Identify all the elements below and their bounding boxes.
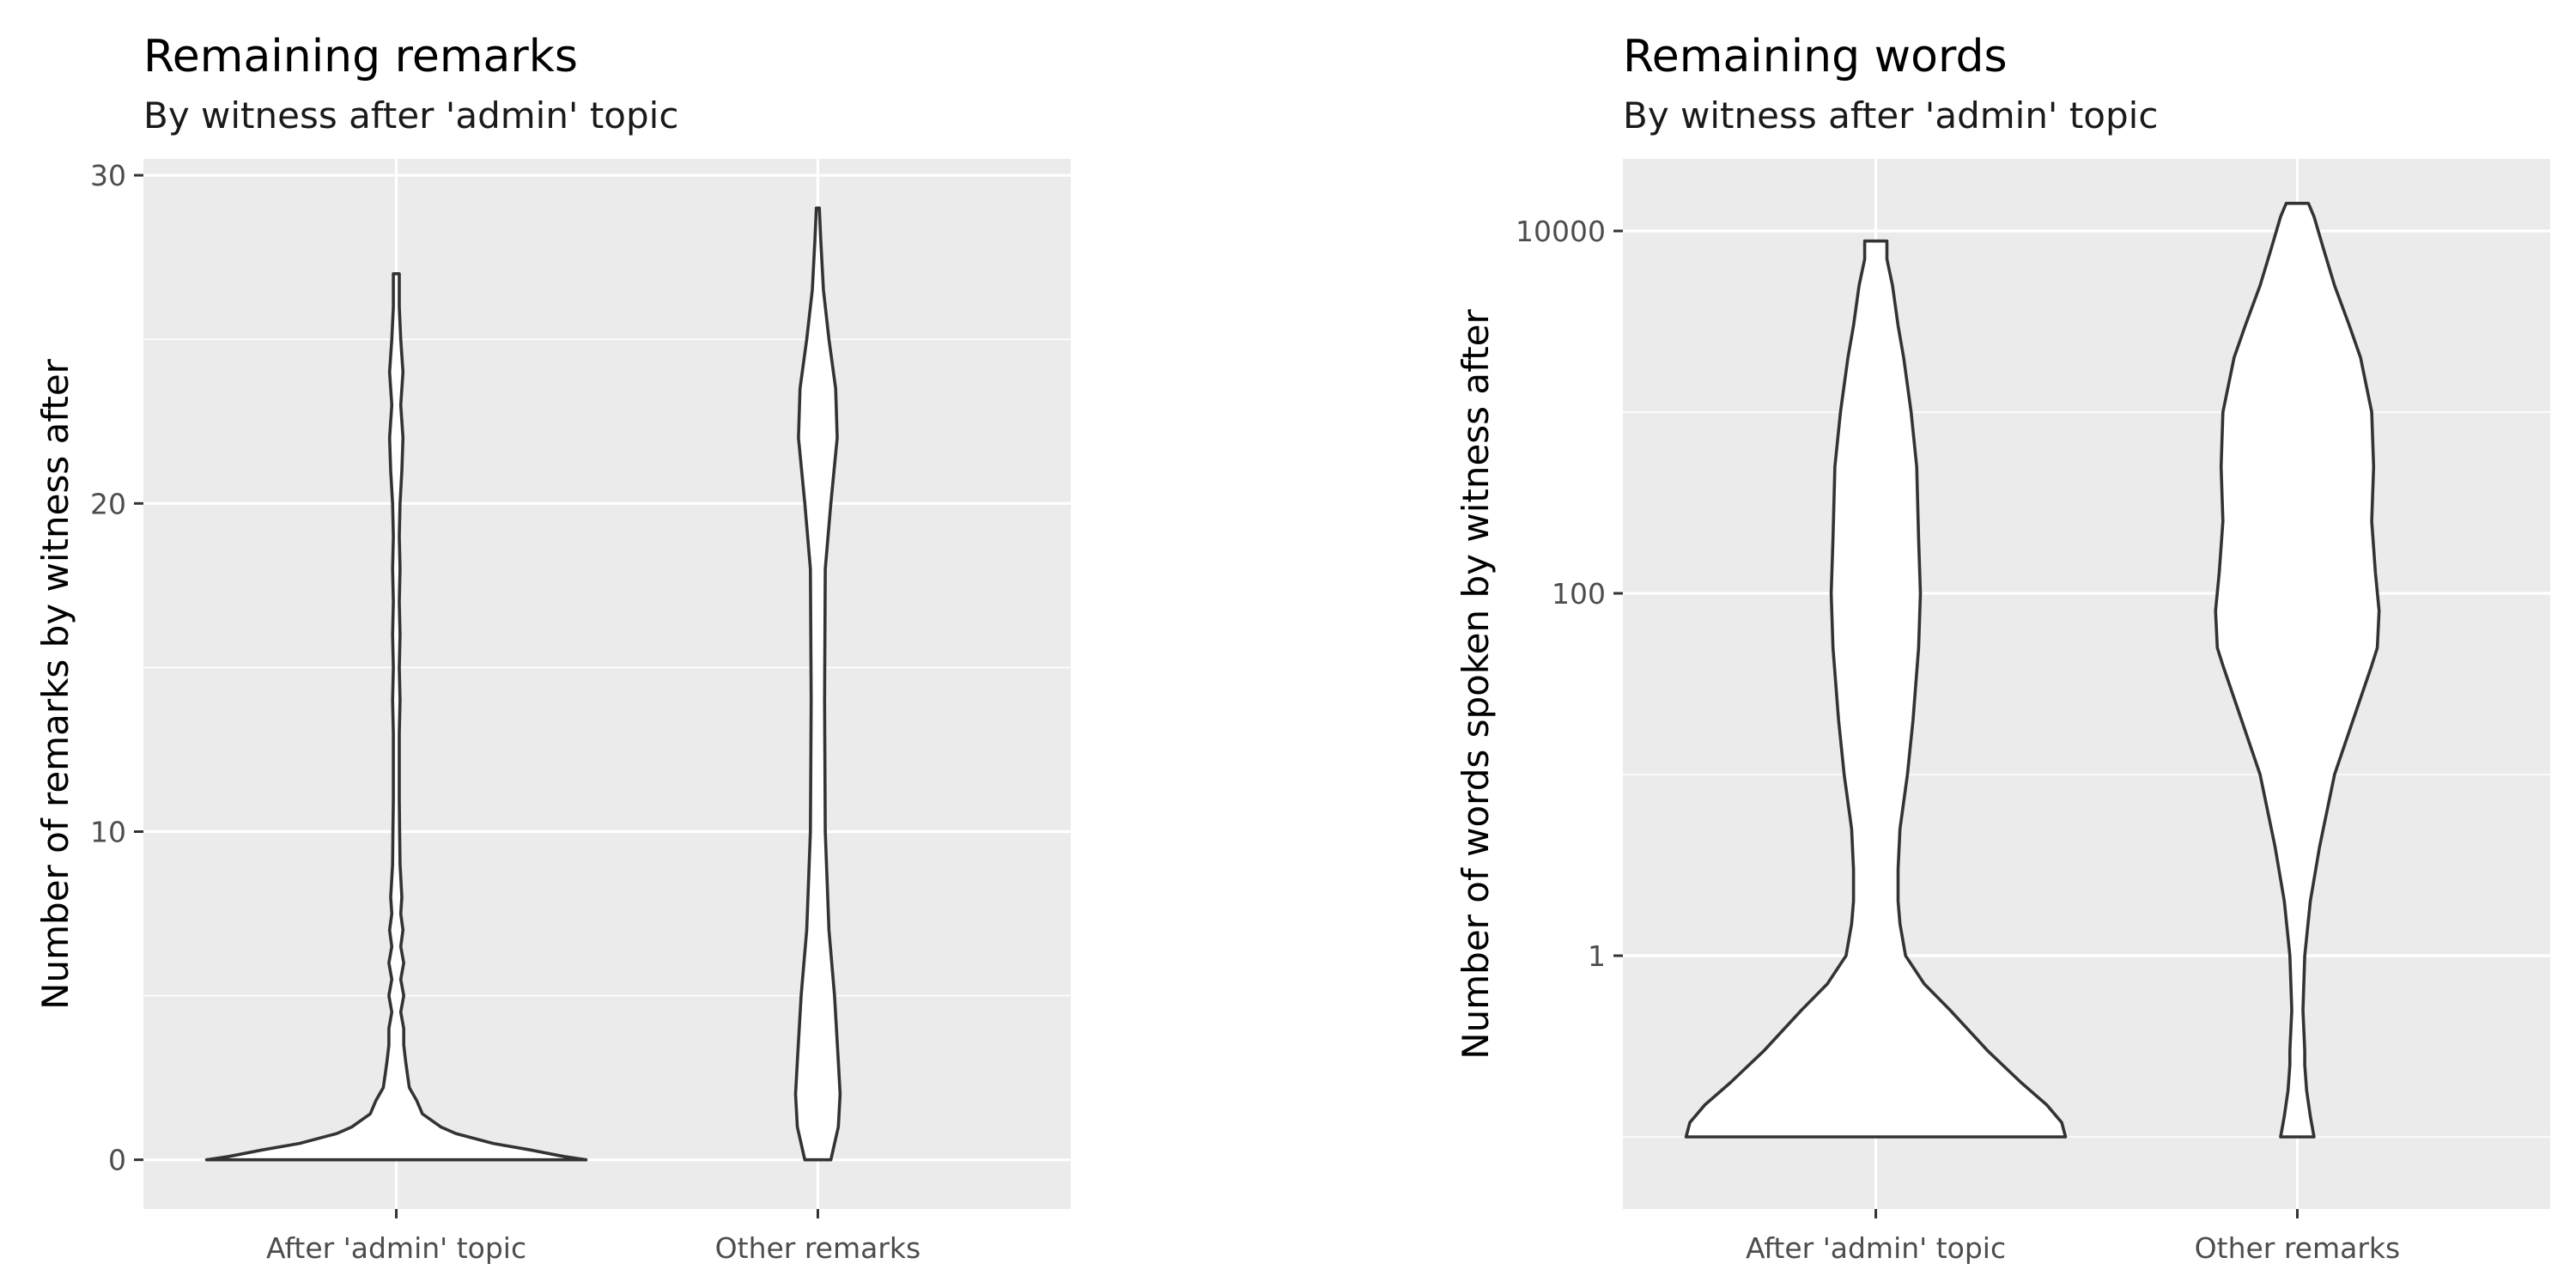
- chart-remaining-remarks: Remaining remarks By witness after 'admi…: [34, 31, 1071, 1265]
- violin-after-admin-topic: [1684, 239, 2068, 1139]
- violin-other-remarks: [2214, 202, 2381, 1139]
- x-tick-label: After 'admin' topic: [1746, 1231, 2006, 1265]
- y-axis: 1 100 10000: [1516, 215, 1623, 973]
- y-tick-label: 1: [1588, 939, 1606, 973]
- chart-remaining-words: Remaining words By witness after 'admin'…: [1455, 31, 2550, 1265]
- violin-after-admin-topic: [204, 272, 588, 1162]
- chart-title: Remaining words: [1623, 31, 2008, 82]
- chart-subtitle: By witness after 'admin' topic: [1623, 94, 2158, 137]
- y-tick-label: 0: [108, 1144, 126, 1177]
- x-tick-label: Other remarks: [715, 1231, 921, 1265]
- y-tick-label: 30: [90, 159, 126, 192]
- y-axis-title: Number of remarks by witness after: [34, 358, 76, 1010]
- x-tick-label: Other remarks: [2195, 1231, 2401, 1265]
- violins: [1684, 202, 2381, 1139]
- chart-title: Remaining remarks: [143, 31, 578, 82]
- y-axis-title: Number of words spoken by witness after: [1455, 309, 1497, 1060]
- chart-subtitle: By witness after 'admin' topic: [143, 94, 678, 137]
- y-tick-label: 20: [90, 487, 126, 520]
- y-tick-label: 10000: [1516, 215, 1606, 248]
- y-tick-label: 100: [1552, 577, 1606, 611]
- x-axis: After 'admin' topic Other remarks: [1746, 1209, 2400, 1265]
- x-tick-label: After 'admin' topic: [266, 1231, 526, 1265]
- y-tick-label: 10: [90, 815, 126, 848]
- y-axis: 0 10 20 30: [90, 159, 143, 1177]
- violin-other-remarks: [793, 206, 842, 1162]
- violins: [204, 206, 842, 1162]
- x-axis: After 'admin' topic Other remarks: [266, 1209, 920, 1265]
- plot-panel: [143, 159, 1071, 1209]
